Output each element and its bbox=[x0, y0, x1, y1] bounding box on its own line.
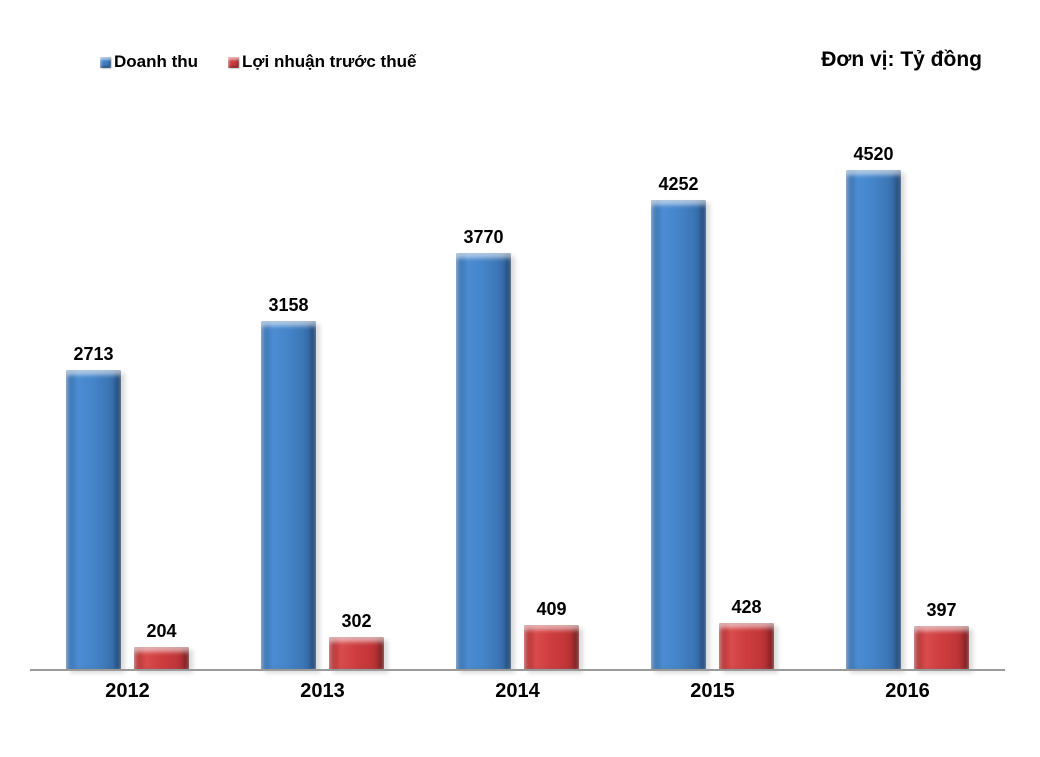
category-label: 2016 bbox=[885, 680, 930, 702]
x-axis-category-labels: 2012 2013 2014 2015 2016 bbox=[30, 680, 1005, 703]
bar-group-2015: 4252 428 bbox=[615, 95, 810, 670]
data-label: 3158 bbox=[268, 295, 309, 315]
legend-marker-red-icon bbox=[228, 56, 240, 68]
data-label: 204 bbox=[146, 621, 177, 641]
bar bbox=[134, 647, 189, 670]
data-label: 2713 bbox=[73, 344, 114, 364]
bar bbox=[66, 370, 121, 670]
bar-unit: 2713 bbox=[66, 344, 121, 670]
bar bbox=[651, 200, 706, 670]
category-label: 2015 bbox=[690, 680, 735, 702]
data-label: 397 bbox=[926, 600, 957, 620]
bar-unit: 3770 bbox=[456, 227, 511, 670]
bar-unit: 204 bbox=[134, 621, 189, 670]
bar bbox=[261, 321, 316, 670]
legend-label-doanh-thu: Doanh thu bbox=[114, 52, 199, 71]
data-label: 302 bbox=[341, 611, 372, 631]
bar-unit: 3158 bbox=[261, 295, 316, 670]
data-label: 428 bbox=[731, 597, 762, 617]
bar-groups: 2713 204 3158 302 3770 409 4252 428 4520 397 bbox=[30, 95, 1005, 670]
category-label: 2013 bbox=[300, 680, 345, 702]
bar-group-2014: 3770 409 bbox=[420, 95, 615, 670]
bar-unit: 409 bbox=[524, 599, 579, 670]
data-label: 3770 bbox=[463, 227, 504, 247]
legend: Doanh thu Lợi nhuận trước thuế bbox=[100, 52, 416, 72]
unit-annotation: Đơn vị: Tỷ đồng bbox=[821, 48, 982, 71]
data-label: 409 bbox=[536, 599, 567, 619]
data-label: 4252 bbox=[658, 174, 699, 194]
bar-unit: 4252 bbox=[651, 174, 706, 670]
bar-group-2016: 4520 397 bbox=[810, 95, 1005, 670]
data-label: 4520 bbox=[853, 144, 894, 164]
legend-marker-blue-icon bbox=[100, 56, 111, 68]
bar-unit: 428 bbox=[719, 597, 774, 670]
bar-unit: 397 bbox=[914, 600, 969, 670]
bar-unit: 302 bbox=[329, 611, 384, 670]
bar-group-2013: 3158 302 bbox=[225, 95, 420, 670]
bar bbox=[846, 170, 901, 670]
legend-item-doanh-thu: Doanh thu bbox=[100, 52, 198, 72]
legend-item-loi-nhuan: Lợi nhuận trước thuế bbox=[228, 52, 416, 72]
bar-group-2012: 2713 204 bbox=[30, 95, 225, 670]
bar bbox=[914, 626, 969, 670]
bar bbox=[456, 253, 511, 670]
category-label: 2012 bbox=[105, 680, 150, 702]
bar-unit: 4520 bbox=[846, 144, 901, 670]
legend-label-loi-nhuan: Lợi nhuận trước thuế bbox=[242, 52, 417, 71]
bar bbox=[719, 623, 774, 670]
bar bbox=[329, 637, 384, 670]
x-axis-line bbox=[30, 669, 1005, 671]
category-label: 2014 bbox=[495, 680, 540, 702]
bar bbox=[524, 625, 579, 670]
